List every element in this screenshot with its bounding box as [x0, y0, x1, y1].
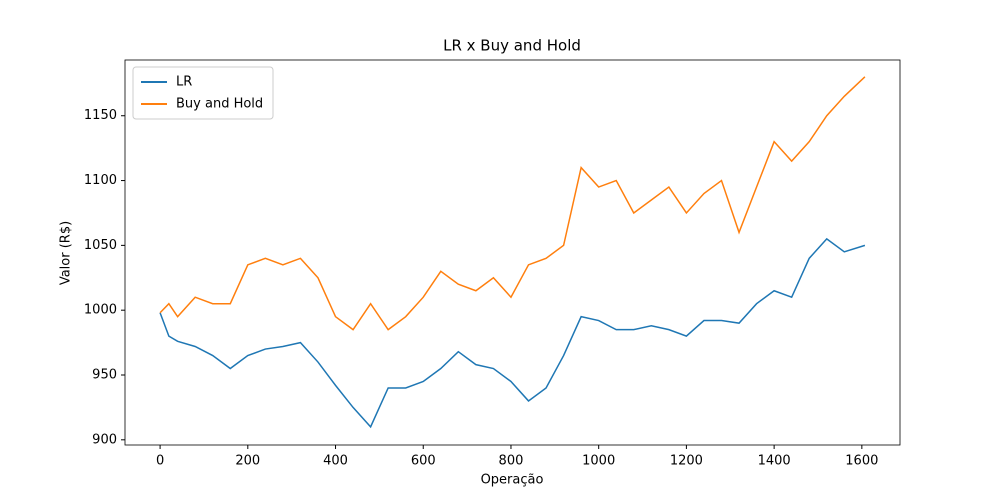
x-tick-label: 0 — [156, 454, 164, 469]
y-tick-label: 1150 — [84, 108, 117, 123]
plot-frame — [124, 59, 901, 446]
legend-box — [132, 66, 274, 120]
x-tick-label: 200 — [235, 454, 260, 469]
line-series — [159, 76, 866, 331]
y-tick-label: 1050 — [84, 238, 117, 253]
y-tick-label: 1000 — [84, 303, 117, 318]
x-tick-label: 600 — [411, 454, 436, 469]
x-tick-label: 1000 — [582, 454, 615, 469]
y-axis-label: Valor (R$) — [59, 221, 74, 285]
legend-label: LR — [176, 75, 192, 90]
legend-label: Buy and Hold — [176, 97, 263, 112]
x-tick-label: 1600 — [845, 454, 878, 469]
x-tick-label: 1200 — [670, 454, 703, 469]
x-tick-label: 1400 — [758, 454, 791, 469]
y-tick-label: 950 — [92, 368, 117, 383]
y-tick-label: 1100 — [84, 173, 117, 188]
x-tick-label: 800 — [499, 454, 524, 469]
y-tick-label: 900 — [92, 432, 117, 447]
x-tick-label: 400 — [323, 454, 348, 469]
chart-title: LR x Buy and Hold — [443, 37, 581, 55]
x-axis-label: Operação — [481, 473, 544, 488]
line-series — [159, 237, 866, 429]
